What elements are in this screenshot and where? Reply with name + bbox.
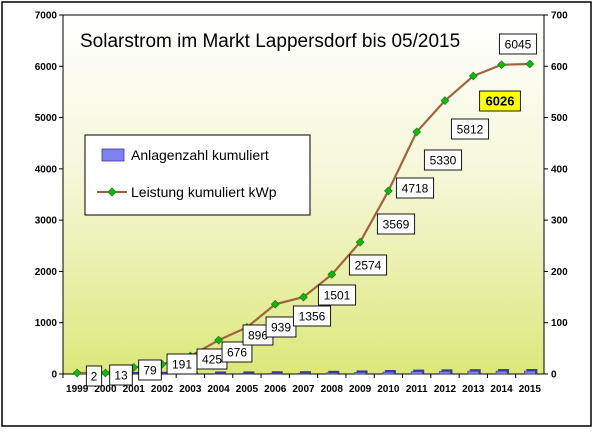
data-label: 5330 (430, 154, 457, 168)
data-label: 191 (172, 358, 192, 372)
right-tick-label: 200 (551, 267, 568, 278)
data-label: 13 (114, 369, 128, 383)
right-tick-label: 300 (551, 216, 568, 227)
bar (355, 372, 366, 374)
x-tick-label: 2008 (321, 384, 344, 395)
left-tick-label: 2000 (35, 267, 58, 278)
left-tick-label: 1000 (35, 318, 58, 329)
data-label: 1356 (299, 310, 326, 324)
right-tick-label: 500 (551, 113, 568, 124)
data-label: 5812 (457, 123, 484, 137)
left-tick-label: 7000 (35, 11, 58, 22)
legend-label-line: Leistung kumuliert kWp (131, 184, 277, 200)
data-label: 896 (248, 329, 268, 343)
right-tick-label: 100 (551, 318, 568, 329)
left-tick-label: 0 (51, 370, 57, 381)
data-label: 939 (271, 321, 291, 335)
legend: Anlagenzahl kumuliert Leistung kumuliert… (85, 135, 310, 215)
x-tick-label: 2005 (236, 384, 259, 395)
x-tick-label: 2002 (151, 384, 174, 395)
x-tick-label: 2013 (462, 384, 485, 395)
x-tick-label: 2006 (264, 384, 287, 395)
x-tick-label: 2010 (377, 384, 400, 395)
left-tick-label: 4000 (35, 164, 58, 175)
x-tick-label: 1999 (66, 384, 89, 395)
bar (298, 373, 309, 374)
legend-bar-swatch (102, 149, 124, 161)
right-tick-label: 400 (551, 164, 568, 175)
data-label: 3569 (383, 218, 410, 232)
bar (241, 373, 252, 374)
data-label: 2 (91, 370, 98, 384)
x-tick-label: 2004 (207, 384, 230, 395)
x-tick-label: 2003 (179, 384, 202, 395)
x-tick-label: 2009 (349, 384, 372, 395)
data-label: 1501 (324, 289, 351, 303)
x-tick-label: 2007 (292, 384, 315, 395)
data-label: 425 (202, 353, 222, 367)
legend-label-bars: Anlagenzahl kumuliert (131, 147, 269, 163)
data-label: 79 (143, 364, 157, 378)
left-tick-label: 5000 (35, 113, 58, 124)
bar (524, 371, 535, 374)
x-tick-label: 2015 (519, 384, 542, 395)
bar (496, 371, 507, 374)
x-tick-label: 2014 (490, 384, 513, 395)
bar (383, 372, 394, 374)
right-tick-label: 700 (551, 11, 568, 22)
data-label: 6026 (486, 94, 515, 109)
data-label: 4718 (402, 182, 429, 196)
left-tick-label: 3000 (35, 216, 58, 227)
data-label: 2574 (355, 259, 382, 273)
x-tick-label: 2001 (123, 384, 146, 395)
bar (270, 373, 281, 374)
chart-title: Solarstrom im Markt Lappersdorf bis 05/2… (80, 31, 460, 52)
bar (468, 371, 479, 374)
bar (439, 371, 450, 374)
data-label: 6045 (505, 38, 532, 52)
left-tick-label: 6000 (35, 62, 58, 73)
right-tick-label: 0 (551, 370, 557, 381)
bar (326, 373, 337, 374)
bar (411, 372, 422, 374)
x-tick-label: 2012 (434, 384, 457, 395)
x-tick-label: 2011 (406, 384, 428, 395)
right-tick-label: 600 (551, 62, 568, 73)
data-label: 676 (227, 346, 247, 360)
